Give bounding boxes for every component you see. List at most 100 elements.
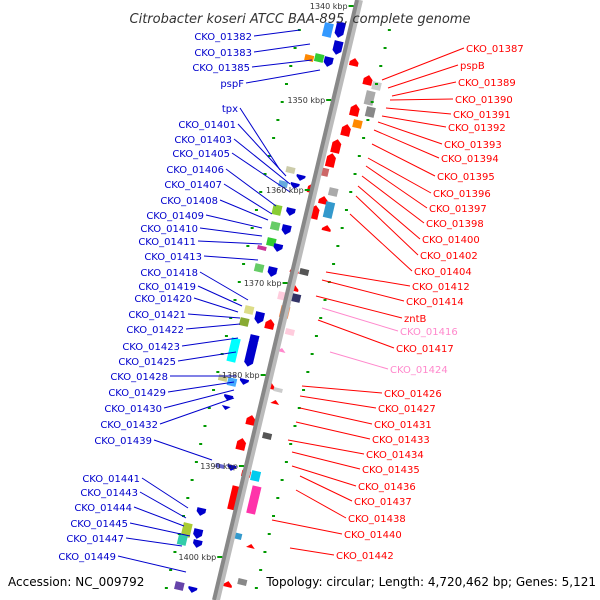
gene-label-right: CKO_01442 [336, 551, 394, 562]
gene-label-left: CKO_01410 [140, 224, 198, 235]
leader-line-right [299, 475, 353, 502]
gene-label-left: CKO_01441 [82, 474, 140, 485]
gene-feature-block [371, 81, 382, 91]
reverse-gene-arrow [348, 58, 359, 67]
gene-label-left: CKO_01419 [138, 282, 196, 293]
gene-label-right: CKO_01426 [384, 389, 442, 400]
reverse-gene-arrow [362, 75, 373, 86]
forward-gene-arrow [296, 174, 306, 181]
leader-line-left [181, 337, 239, 347]
kbp-scale-label: 1350 kbp [287, 96, 325, 105]
reverse-gene-arrow [245, 415, 256, 426]
reverse-gene-arrow [246, 544, 255, 549]
gene-label-left: CKO_01443 [80, 488, 138, 499]
leader-line-left [239, 107, 281, 171]
leader-line-right [287, 439, 365, 455]
gene-label-left: CKO_01428 [110, 372, 168, 383]
genome-axis-shadow [214, 0, 363, 600]
leader-line-right [301, 385, 383, 394]
gene-label-right: CKO_01389 [458, 78, 516, 89]
gene-label-right: CKO_01402 [420, 251, 478, 262]
gene-label-right: CKO_01400 [422, 235, 480, 246]
gene-feature-block [352, 119, 363, 129]
leader-line-left [197, 240, 263, 245]
gene-label-left: CKO_01413 [144, 252, 202, 263]
topology-text: Topology: circular; Length: 4,720,462 bp… [265, 575, 596, 589]
gene-feature-block [321, 22, 334, 38]
gene-label-right: CKO_01427 [378, 404, 436, 415]
gene-label-left: CKO_01405 [172, 149, 230, 160]
leader-line-left [153, 439, 213, 461]
leader-line-left [251, 59, 313, 68]
kbp-scale-label: 1360 kbp [266, 186, 304, 195]
gene-label-left: CKO_01420 [134, 294, 192, 305]
gene-label-left: CKO_01429 [108, 388, 166, 399]
gene-labels: 1340 kbp 1350 kbp 1360 kbp 1370 kbp 1380 kbp… [58, 2, 523, 563]
leader-line-left [253, 43, 311, 53]
gene-label-left: CKO_01449 [58, 552, 116, 563]
gene-label-right: CKO_01433 [372, 435, 430, 446]
reverse-gene-arrow [264, 319, 275, 330]
map-title: Citrobacter koseri ATCC BAA-895, complet… [130, 12, 471, 27]
leader-line-left [237, 123, 287, 177]
leader-line-left [139, 491, 187, 519]
gene-label-right: CKO_01393 [444, 140, 502, 151]
gene-feature-block [262, 432, 273, 440]
feature-layer [174, 21, 382, 593]
leader-line-left [163, 389, 235, 409]
forward-gene-arrow [286, 207, 296, 216]
leader-line-left [187, 313, 241, 319]
gene-label-right: CKO_01387 [466, 44, 524, 55]
kbp-scale-label: 1390 kbp [200, 462, 238, 471]
leader-line-right [315, 295, 403, 319]
leader-line-left [225, 168, 277, 207]
gene-label-left: CKO_01432 [100, 420, 158, 431]
gene-label-right: CKO_01412 [412, 282, 470, 293]
leader-line-left [199, 271, 249, 301]
leader-line-left [219, 199, 269, 221]
gene-label-right: CKO_01417 [396, 344, 454, 355]
gene-feature-block [322, 201, 336, 219]
gene-label-left: CKO_01385 [192, 63, 250, 74]
gene-label-right: CKO_01392 [448, 123, 506, 134]
gene-feature-block [176, 534, 188, 546]
leader-line-left [205, 214, 263, 229]
gene-feature-block [243, 305, 255, 315]
gene-label-left: CKO_01425 [118, 357, 176, 368]
gene-label-left: CKO_01447 [66, 534, 124, 545]
gene-label-right: CKO_01404 [414, 267, 472, 278]
gene-label-right: CKO_01394 [441, 154, 499, 165]
gene-label-left: pspF [220, 79, 244, 90]
leader-line-right [321, 279, 405, 302]
gene-label-right: zntB [404, 314, 427, 325]
leader-line-right [373, 129, 440, 159]
gene-label-right: CKO_01398 [426, 219, 484, 230]
leader-line-left [233, 138, 291, 185]
gene-feature-block [273, 387, 283, 393]
gene-feature-block [285, 166, 296, 174]
gene-label-right: CKO_01437 [354, 497, 412, 508]
leader-line-right [349, 213, 413, 272]
forward-gene-arrow [273, 243, 284, 252]
gene-feature-block [253, 263, 265, 273]
gene-label-right: CKO_01440 [344, 530, 402, 541]
gene-label-left: CKO_01421 [128, 310, 186, 321]
leader-line-left [159, 397, 235, 425]
gene-label-right: CKO_01391 [453, 110, 511, 121]
gene-feature-block [327, 187, 339, 197]
leader-line-left [253, 29, 301, 37]
gene-feature-block [226, 337, 241, 363]
kbp-scale-label: 1400 kbp [179, 553, 217, 562]
leader-line-right [317, 319, 395, 349]
gene-label-right: CKO_01396 [433, 189, 491, 200]
leader-line-right [325, 271, 411, 287]
forward-gene-arrow [323, 56, 334, 67]
reverse-gene-arrow [235, 438, 247, 451]
pseudogene-label-right: CKO_01424 [390, 365, 448, 376]
reverse-gene-arrow [330, 139, 342, 154]
leader-line-right [355, 195, 419, 256]
leader-line-right [365, 165, 428, 209]
reverse-gene-arrow [318, 196, 328, 205]
